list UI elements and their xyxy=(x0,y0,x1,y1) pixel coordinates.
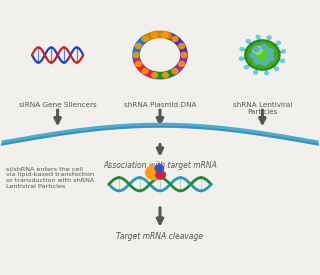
Circle shape xyxy=(282,50,285,53)
Circle shape xyxy=(179,62,185,67)
Circle shape xyxy=(245,40,280,70)
Circle shape xyxy=(152,73,157,78)
Text: Target mRNA cleavage: Target mRNA cleavage xyxy=(116,232,204,241)
Circle shape xyxy=(135,62,141,67)
Circle shape xyxy=(172,69,178,74)
Circle shape xyxy=(133,53,139,57)
Circle shape xyxy=(163,32,168,37)
Circle shape xyxy=(246,40,250,43)
Circle shape xyxy=(172,36,178,41)
Circle shape xyxy=(254,60,259,64)
Text: shRNA Plasmid DNA: shRNA Plasmid DNA xyxy=(124,102,196,108)
Circle shape xyxy=(240,48,244,51)
Text: Association with target mRNA: Association with target mRNA xyxy=(103,161,217,170)
Circle shape xyxy=(254,71,258,74)
Circle shape xyxy=(142,36,148,41)
Circle shape xyxy=(253,46,259,51)
Circle shape xyxy=(155,165,164,172)
Circle shape xyxy=(142,69,148,74)
Circle shape xyxy=(256,35,260,39)
Circle shape xyxy=(163,73,168,78)
Circle shape xyxy=(146,166,162,180)
Circle shape xyxy=(181,53,187,57)
Circle shape xyxy=(268,49,274,53)
Circle shape xyxy=(250,53,255,58)
Circle shape xyxy=(239,57,243,60)
Circle shape xyxy=(276,41,280,45)
Circle shape xyxy=(152,32,157,37)
Circle shape xyxy=(247,42,277,68)
Text: shRNA Lentiviral
Particles: shRNA Lentiviral Particles xyxy=(233,102,292,115)
Circle shape xyxy=(261,45,267,49)
Circle shape xyxy=(269,56,274,60)
Circle shape xyxy=(179,43,185,48)
Circle shape xyxy=(265,72,268,75)
Circle shape xyxy=(262,61,268,65)
Circle shape xyxy=(281,59,285,62)
Text: siRNA Gene Silencers: siRNA Gene Silencers xyxy=(19,102,96,108)
Circle shape xyxy=(275,67,278,70)
Circle shape xyxy=(244,65,248,69)
Text: si/shRNA enters the cell
via lipid-based transfection
or transduction with shRNA: si/shRNA enters the cell via lipid-based… xyxy=(6,166,95,189)
Circle shape xyxy=(252,46,273,64)
Circle shape xyxy=(267,36,271,39)
Circle shape xyxy=(156,171,165,179)
Circle shape xyxy=(252,46,262,54)
Circle shape xyxy=(135,43,141,48)
